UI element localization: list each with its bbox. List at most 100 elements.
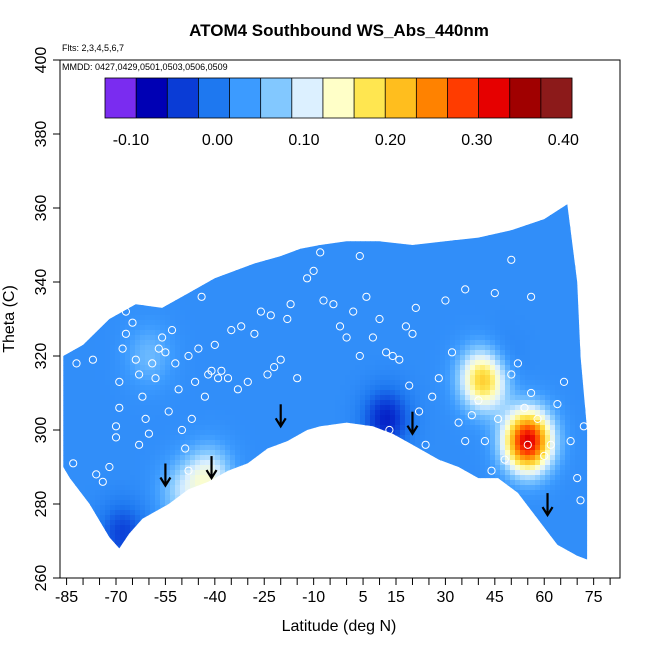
heatmap-cell xyxy=(90,365,96,371)
heatmap-cell xyxy=(63,210,66,216)
heatmap-cell xyxy=(275,485,281,491)
heatmap-cell xyxy=(220,525,226,531)
heatmap-cell xyxy=(120,235,126,241)
heatmap-cell xyxy=(120,515,126,521)
heatmap-cell xyxy=(160,425,166,431)
heatmap-cell xyxy=(315,450,321,456)
heatmap-cell xyxy=(300,265,306,271)
heatmap-cell xyxy=(215,285,221,291)
heatmap-cell xyxy=(255,355,261,361)
heatmap-cell xyxy=(345,500,351,506)
heatmap-cell xyxy=(125,470,131,476)
heatmap-cell xyxy=(370,330,376,336)
heatmap-cell xyxy=(325,535,331,541)
heatmap-cell xyxy=(70,195,76,201)
heatmap-cell xyxy=(120,260,126,266)
heatmap-cell xyxy=(105,260,111,266)
heatmap-cell xyxy=(235,300,241,306)
heatmap-cell xyxy=(350,570,356,576)
heatmap-cell xyxy=(255,480,261,486)
heatmap-cell xyxy=(340,310,346,316)
heatmap-cell xyxy=(105,495,111,501)
heatmap-cell xyxy=(115,360,121,366)
heatmap-cell xyxy=(155,515,161,521)
heatmap-cell xyxy=(265,460,271,466)
heatmap-cell xyxy=(290,365,296,371)
heatmap-cell xyxy=(145,265,151,271)
heatmap-cell xyxy=(280,340,286,346)
heatmap-cell xyxy=(195,350,201,356)
heatmap-cell xyxy=(190,285,196,291)
heatmap-cell xyxy=(225,530,231,536)
heatmap-cell xyxy=(270,500,276,506)
heatmap-cell xyxy=(295,540,301,546)
heatmap-cell xyxy=(150,300,156,306)
heatmap-cell xyxy=(295,250,301,256)
heatmap-cell xyxy=(85,515,91,521)
heatmap-cell xyxy=(255,195,261,201)
heatmap-cell xyxy=(225,245,231,251)
heatmap-cell xyxy=(310,250,316,256)
heatmap-cell xyxy=(350,215,356,221)
heatmap-cell xyxy=(180,390,186,396)
heatmap-cell xyxy=(305,320,311,326)
heatmap-cell xyxy=(295,565,301,571)
heatmap-cell xyxy=(175,395,181,401)
heatmap-cell xyxy=(110,515,116,521)
heatmap-cell xyxy=(270,230,276,236)
heatmap-cell xyxy=(330,210,336,216)
heatmap-cell xyxy=(250,235,256,241)
heatmap-cell xyxy=(245,185,251,191)
heatmap-cell xyxy=(210,260,216,266)
heatmap-cell xyxy=(180,415,186,421)
heatmap-cell xyxy=(355,240,361,246)
heatmap-cell xyxy=(210,465,216,471)
heatmap-cell xyxy=(185,330,191,336)
heatmap-cell xyxy=(80,530,86,536)
heatmap-cell xyxy=(295,310,301,316)
heatmap-cell xyxy=(335,260,341,266)
heatmap-cell xyxy=(115,415,121,421)
heatmap-cell xyxy=(235,505,241,511)
heatmap-cell xyxy=(135,195,141,201)
heatmap-cell xyxy=(230,210,236,216)
heatmap-cell xyxy=(130,405,136,411)
heatmap-cell xyxy=(210,400,216,406)
heatmap-cell xyxy=(270,455,276,461)
heatmap-cell xyxy=(150,400,156,406)
heatmap-cell xyxy=(95,345,101,351)
heatmap-cell xyxy=(170,475,176,481)
heatmap-cell xyxy=(175,360,181,366)
heatmap-cell xyxy=(240,195,246,201)
heatmap-cell xyxy=(190,305,196,311)
heatmap-cell xyxy=(260,425,266,431)
heatmap-cell xyxy=(250,204,256,206)
heatmap-cell xyxy=(365,260,371,266)
heatmap-cell xyxy=(275,460,281,466)
heatmap-cell xyxy=(180,385,186,391)
heatmap-cell xyxy=(300,375,306,381)
heatmap-cell xyxy=(185,505,191,511)
heatmap-cell xyxy=(140,225,146,231)
heatmap-cell xyxy=(240,440,246,446)
heatmap-cell xyxy=(85,245,91,251)
heatmap-cell xyxy=(340,235,346,241)
heatmap-cell xyxy=(150,385,156,391)
heatmap-cell xyxy=(95,405,101,411)
heatmap-cell xyxy=(195,235,201,241)
heatmap-cell xyxy=(360,420,366,426)
heatmap-cell xyxy=(295,420,301,426)
heatmap-cell xyxy=(225,225,231,231)
heatmap-cell xyxy=(245,395,251,401)
heatmap-cell xyxy=(110,415,116,421)
heatmap-cell xyxy=(65,470,71,476)
heatmap-cell xyxy=(60,570,66,576)
heatmap-cell xyxy=(175,475,181,481)
heatmap-cell xyxy=(355,305,361,311)
heatmap-cell xyxy=(255,465,261,471)
heatmap-cell xyxy=(350,465,356,471)
heatmap-cell xyxy=(230,530,236,536)
heatmap-cell xyxy=(300,225,306,231)
heatmap-cell xyxy=(145,310,151,316)
heatmap-cell xyxy=(340,285,346,291)
